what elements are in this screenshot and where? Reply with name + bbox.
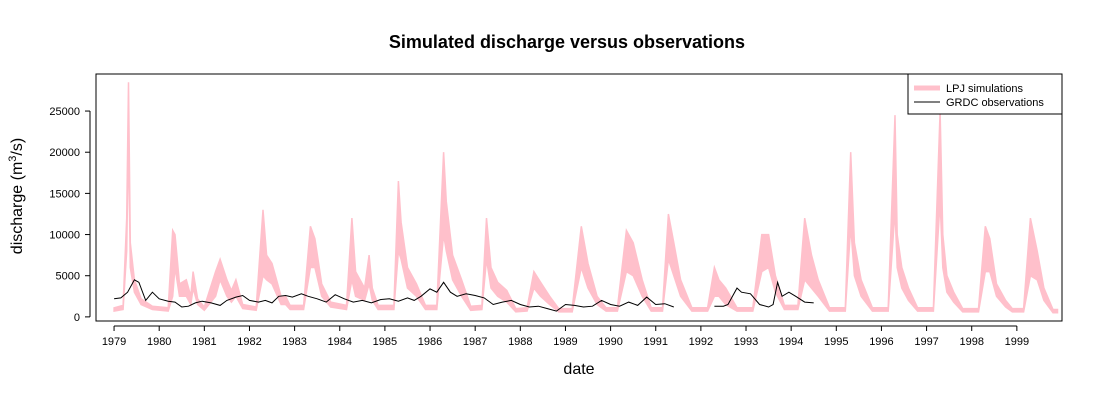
- x-tick-label-1995: 1995: [824, 336, 848, 348]
- simulation-band: [113, 82, 1059, 314]
- x-tick-label-1982: 1982: [237, 336, 261, 348]
- x-tick-label-1983: 1983: [282, 336, 306, 348]
- x-axis: 1979 1980 1981 1982 1983 1984 1985 1986 1987 1988…: [102, 325, 1029, 348]
- x-tick-label-1993: 1993: [734, 336, 758, 348]
- legend-label-observations: GRDC observations: [946, 97, 1044, 109]
- y-tick-label-15000: 15000: [49, 188, 80, 200]
- y-tick-label-5000: 5000: [56, 271, 80, 283]
- x-tick-label-1992: 1992: [689, 336, 713, 348]
- y-axis: 0 5000 10000 15000 20000 25000: [49, 106, 91, 324]
- y-tick-label-20000: 20000: [49, 147, 80, 159]
- y-axis-label: discharge (m3/s): [7, 138, 26, 254]
- x-tick-label-1996: 1996: [869, 336, 893, 348]
- x-tick-label-1984: 1984: [328, 336, 352, 348]
- x-tick-label-1989: 1989: [553, 336, 577, 348]
- legend-box: [907, 73, 1063, 115]
- simulation-band-layer: [113, 82, 1059, 314]
- x-tick-label-1979: 1979: [102, 336, 126, 348]
- y-tick-label-25000: 25000: [49, 106, 80, 118]
- y-tick-label-0: 0: [74, 312, 80, 324]
- x-axis-label: date: [563, 361, 594, 378]
- observation-line-layer: [114, 279, 814, 312]
- x-tick-label-1985: 1985: [373, 336, 397, 348]
- legend: LPJ simulations GRDC observations: [907, 73, 1063, 115]
- chart-title: Simulated discharge versus observations: [389, 32, 745, 52]
- x-tick-label-1994: 1994: [779, 336, 803, 348]
- x-tick-label-1990: 1990: [598, 336, 622, 348]
- x-tick-label-1997: 1997: [914, 336, 938, 348]
- legend-label-simulations: LPJ simulations: [946, 83, 1024, 95]
- y-tick-label-10000: 10000: [49, 230, 80, 242]
- x-tick-label-1998: 1998: [959, 336, 983, 348]
- x-tick-label-1999: 1999: [1005, 336, 1029, 348]
- x-tick-label-1991: 1991: [643, 336, 667, 348]
- x-tick-label-1988: 1988: [508, 336, 532, 348]
- observation-line-segment-1: [114, 279, 674, 312]
- plot-frame: [95, 73, 1063, 322]
- observation-line-segment-2: [714, 280, 814, 308]
- x-tick-label-1987: 1987: [463, 336, 487, 348]
- x-tick-label-1986: 1986: [418, 336, 442, 348]
- x-tick-label-1981: 1981: [192, 336, 216, 348]
- x-tick-label-1980: 1980: [147, 336, 171, 348]
